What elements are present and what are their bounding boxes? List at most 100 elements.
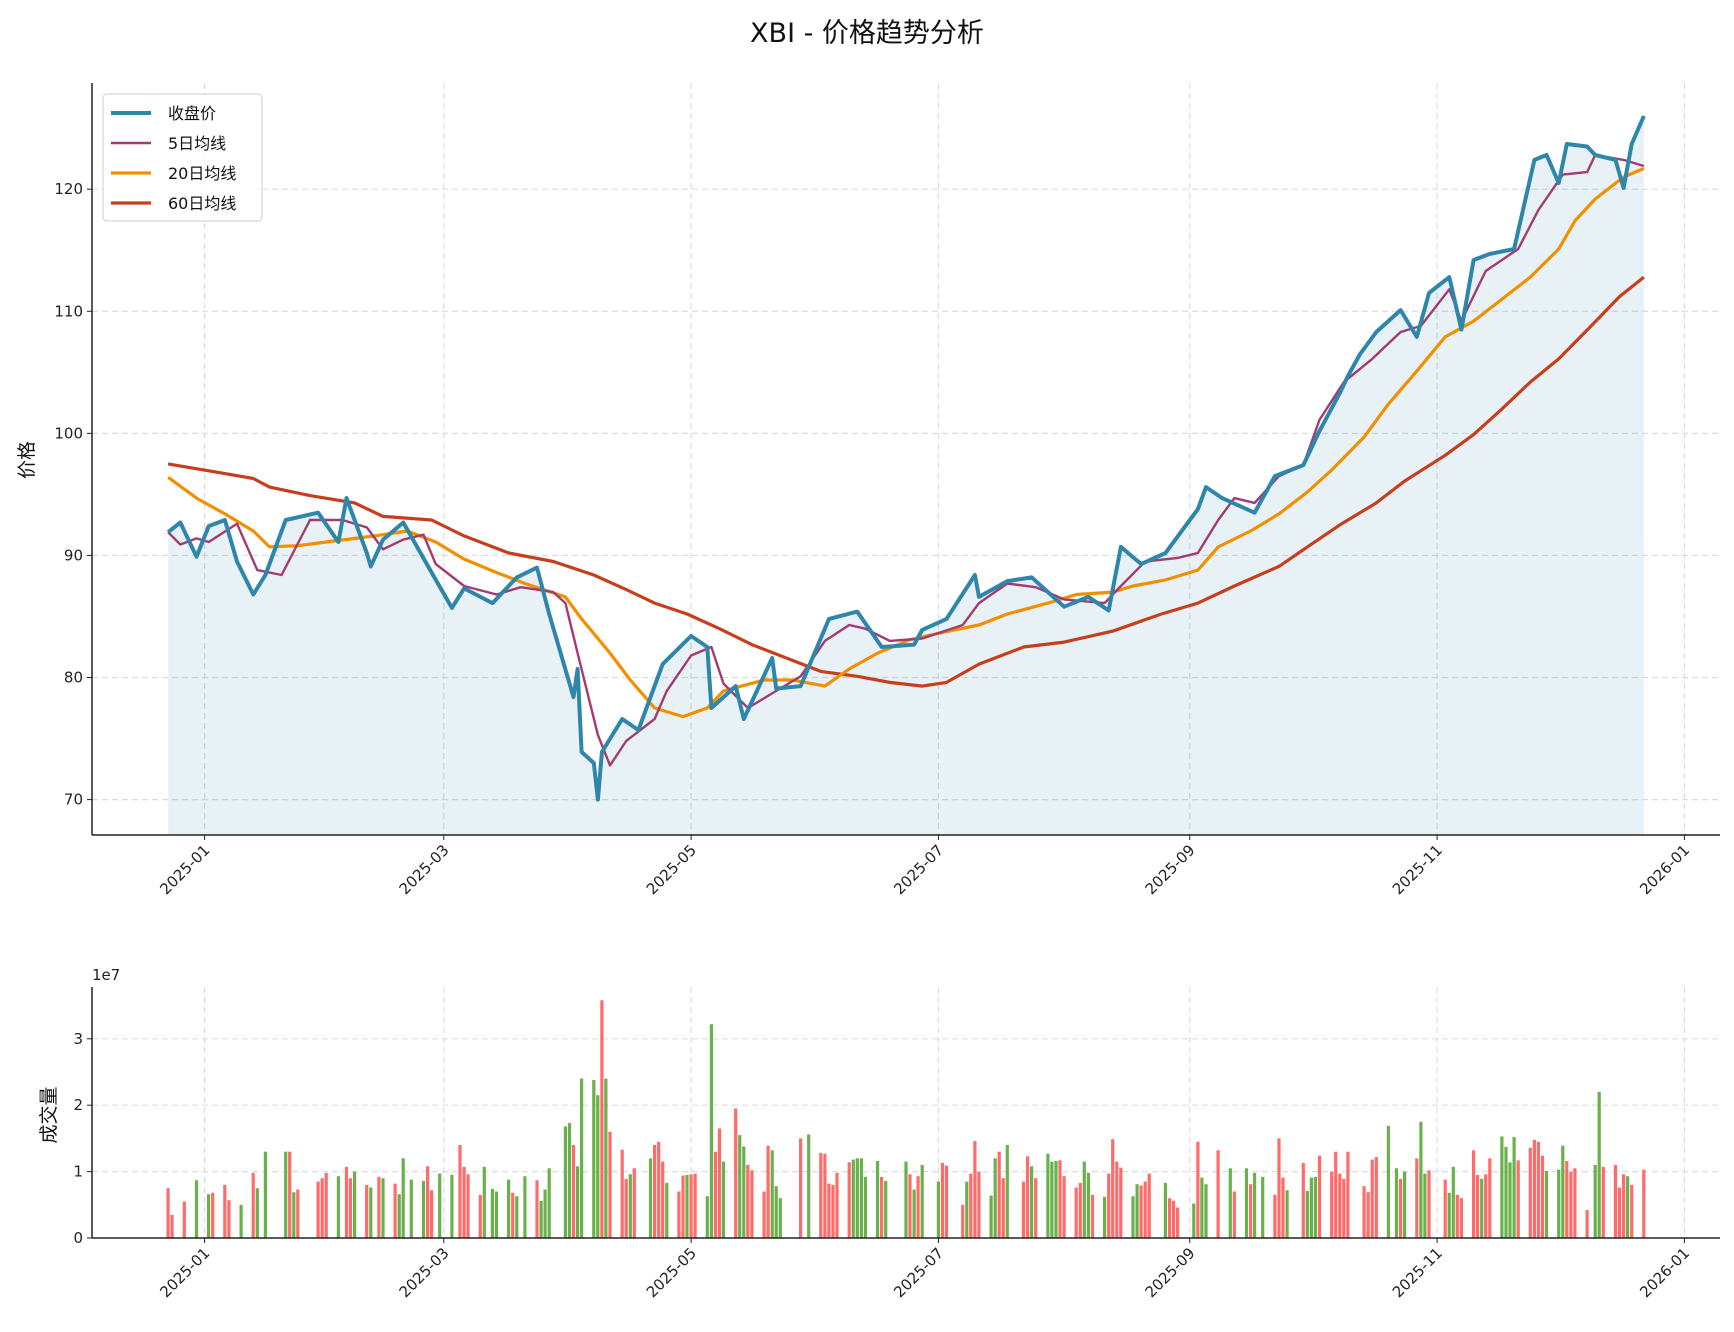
x-tick-label: 2025-03 <box>396 841 453 898</box>
volume-bar <box>863 1176 867 1238</box>
volume-axes: 0 1 2 3 2025-01 2025-03 2025-05 2025-07 2025-09 2… <box>73 987 1720 1301</box>
volume-bar <box>430 1190 434 1238</box>
volume-bar <box>977 1171 981 1238</box>
volume-bar <box>547 1168 551 1238</box>
volume-bar <box>1309 1177 1313 1238</box>
volume-bar <box>847 1162 851 1238</box>
volume-bar <box>511 1192 515 1238</box>
volume-bar <box>239 1204 243 1238</box>
volume-bar <box>1115 1161 1119 1238</box>
x-tick-label: 2025-01 <box>156 841 213 898</box>
volume-bar <box>255 1188 259 1238</box>
y-tick-label: 3 <box>73 1030 83 1048</box>
volume-bars <box>166 1000 1646 1238</box>
volume-bar <box>1427 1170 1431 1238</box>
volume-bar <box>450 1174 454 1238</box>
volume-bar <box>1516 1160 1520 1238</box>
volume-bar <box>604 1078 608 1238</box>
volume-bar <box>746 1165 750 1238</box>
volume-bar <box>580 1078 584 1238</box>
volume-bar <box>1074 1187 1078 1238</box>
legend-label: 20日均线 <box>168 164 236 183</box>
volume-bar <box>770 1150 774 1238</box>
volume-bar <box>523 1176 527 1238</box>
volume-bar <box>1253 1172 1257 1238</box>
volume-bar <box>1443 1179 1447 1238</box>
volume-bar <box>1281 1177 1285 1238</box>
volume-bar <box>381 1178 385 1238</box>
volume-offset-text: 1e7 <box>92 966 120 984</box>
volume-bar <box>1163 1182 1167 1238</box>
y-tick-label: 80 <box>64 669 83 687</box>
volume-bar <box>1301 1163 1305 1238</box>
volume-bar <box>916 1176 920 1238</box>
volume-bar <box>592 1080 596 1238</box>
volume-bar <box>653 1145 657 1238</box>
volume-bar <box>288 1151 292 1238</box>
volume-bar <box>482 1166 486 1238</box>
volume-bar <box>1480 1178 1484 1238</box>
volume-bar <box>1455 1194 1459 1238</box>
legend-label: 收盘价 <box>168 104 216 123</box>
volume-bar <box>1540 1155 1545 1238</box>
volume-bar <box>908 1174 912 1238</box>
volume-bar <box>1447 1192 1451 1238</box>
volume-bar <box>1058 1160 1062 1238</box>
volume-bar <box>1528 1147 1532 1238</box>
volume-bar <box>1082 1161 1086 1238</box>
volume-bar <box>657 1141 661 1238</box>
volume-bar <box>1050 1161 1054 1238</box>
volume-bar <box>462 1166 466 1238</box>
volume-bar <box>515 1196 519 1238</box>
volume-bar <box>1090 1194 1095 1238</box>
volume-bar <box>1374 1157 1378 1238</box>
x-tick-label: 2025-09 <box>1142 841 1199 898</box>
volume-bar <box>940 1163 945 1238</box>
volume-bar <box>1200 1177 1204 1238</box>
volume-bar <box>665 1182 669 1238</box>
x-tick-label: 2026-01 <box>1636 1244 1693 1301</box>
volume-bar <box>1399 1178 1403 1238</box>
volume-bar <box>628 1174 632 1238</box>
x-tick-label: 2025-11 <box>1389 1244 1446 1301</box>
volume-bar <box>1026 1156 1030 1238</box>
volume-bar <box>397 1194 401 1238</box>
volume-bar <box>648 1158 653 1238</box>
volume-bar <box>912 1189 916 1238</box>
volume-bar <box>1423 1173 1427 1238</box>
volume-bar <box>1273 1194 1277 1238</box>
volume-bar <box>409 1179 413 1238</box>
close-fill <box>168 116 1644 835</box>
volume-bar <box>721 1161 726 1238</box>
volume-bar <box>292 1192 296 1238</box>
volume-bar <box>1261 1176 1265 1238</box>
y-tick-label: 100 <box>54 424 83 442</box>
volume-bar <box>1362 1186 1366 1238</box>
volume-bar <box>1330 1171 1334 1238</box>
volume-bar <box>421 1180 426 1238</box>
volume-bar <box>539 1200 543 1238</box>
volume-bar <box>851 1159 855 1238</box>
volume-bar <box>1167 1198 1172 1238</box>
volume-bar <box>1601 1166 1605 1238</box>
volume-bar <box>774 1186 778 1238</box>
volume-bar <box>194 1180 199 1238</box>
volume-bar <box>1305 1190 1309 1238</box>
volume-bar <box>571 1145 576 1238</box>
volume-bar <box>884 1180 888 1238</box>
volume-bar <box>827 1183 831 1238</box>
volume-bar <box>876 1161 880 1238</box>
volume-bar <box>661 1161 665 1238</box>
volume-bar <box>1500 1136 1504 1238</box>
volume-bar <box>211 1192 215 1238</box>
volume-bar <box>1451 1166 1455 1238</box>
volume-bar <box>227 1200 231 1238</box>
volume-bar <box>1313 1176 1317 1238</box>
x-tick-label: 2025-11 <box>1389 841 1446 898</box>
volume-bar <box>713 1151 717 1238</box>
volume-bar <box>1062 1176 1066 1238</box>
volume-bar <box>1192 1203 1196 1238</box>
volume-bar <box>717 1128 722 1238</box>
x-tick-label: 2025-09 <box>1142 1244 1199 1301</box>
